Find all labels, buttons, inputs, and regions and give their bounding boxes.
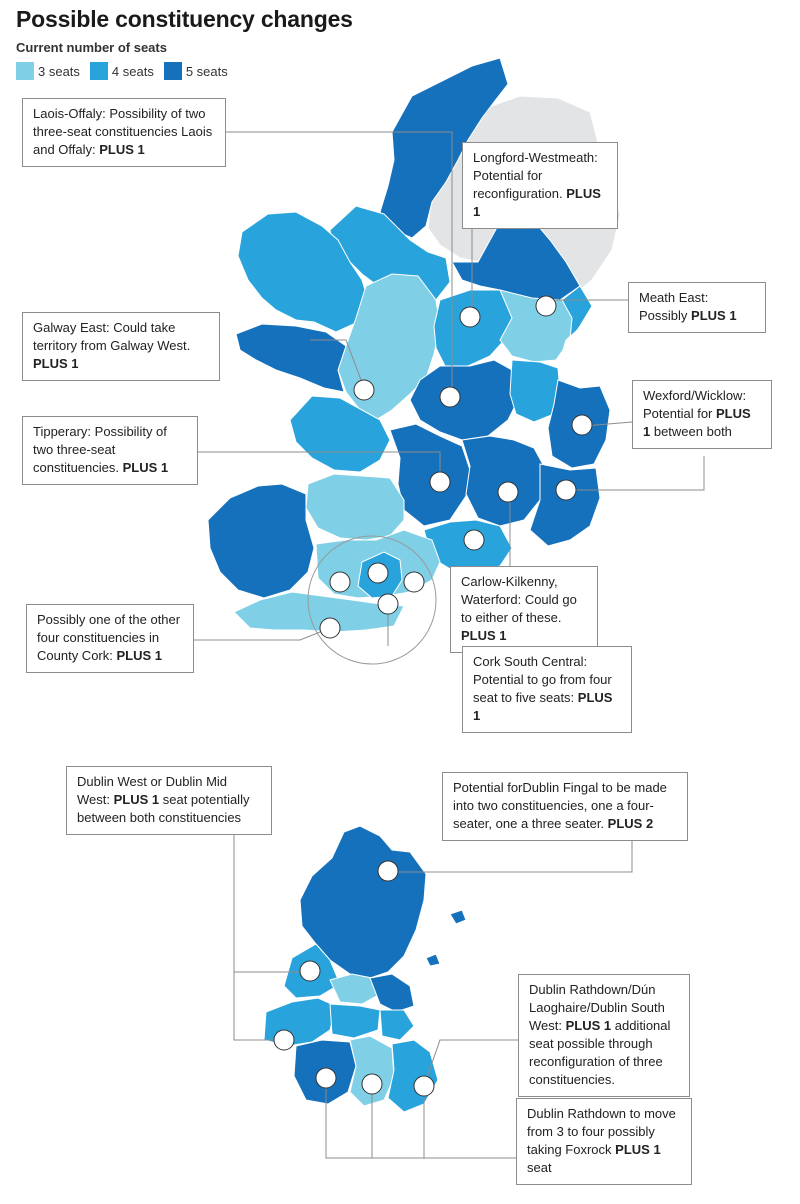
marker-longford-westmeath: [459, 306, 481, 328]
region-limerick: [305, 473, 405, 541]
region-dublin: [559, 325, 607, 387]
callout-wexford-wicklow: Wexford/Wicklow: Potential for PLUS 1 be…: [632, 380, 772, 449]
marker-wexford: [555, 479, 577, 501]
legend-item-5-seats: 5 seats: [163, 62, 228, 80]
marker-waterford: [463, 529, 485, 551]
callout-galway-east-bold: PLUS 1: [33, 356, 79, 371]
callout-dublin-rathdown-foxrock-text: Dublin Rathdown to move from 3 to four p…: [527, 1106, 676, 1157]
legend: 3 seats 4 seats 5 seats: [16, 62, 228, 80]
region-wexford: [529, 463, 601, 547]
region-dublin-bay-south: [379, 1009, 415, 1041]
callout-longford-westmeath: Longford-Westmeath: Potential for reconf…: [462, 142, 618, 229]
legend-label-4-seats: 4 seats: [111, 63, 154, 79]
callout-dublin-west-after: seat potentially between both constituen…: [77, 792, 250, 825]
markers-dublin: [273, 860, 435, 1097]
callout-cork-other: Possibly one of the other four constitue…: [26, 604, 194, 673]
region-tipperary: [389, 423, 471, 527]
marker-cork-south-central: [377, 593, 399, 615]
callout-dublin-west-bold: PLUS 1: [113, 792, 160, 807]
legend-item-3-seats: 3 seats: [16, 62, 80, 80]
callout-dublin-west: Dublin West or Dublin Mid West: PLUS 1 s…: [66, 766, 272, 835]
marker-cork-north-central: [367, 562, 389, 584]
region-kerry: [207, 483, 315, 599]
callout-cork-other-bold: PLUS 1: [116, 648, 162, 663]
marker-laois-offaly: [439, 386, 461, 408]
marker-tipperary: [429, 471, 451, 493]
callout-galway-east-text: Galway East: Could take territory from G…: [33, 320, 191, 353]
callout-dublin-fingal-bold: PLUS 2: [607, 816, 654, 831]
callout-laois-offaly-bold: PLUS 1: [99, 142, 145, 157]
callout-dublin-west-text: Dublin West or Dublin Mid West:: [77, 774, 228, 807]
leader-lines-dublin: [233, 828, 633, 1159]
region-cork-south: [233, 591, 405, 633]
callout-laois-offaly: Laois-Offaly: Possibility of two three-s…: [22, 98, 226, 167]
callout-cork-south-central-text: Cork South Central: Potential to go from…: [473, 654, 612, 705]
callout-longford-westmeath-text: Longford-Westmeath: Potential for reconf…: [473, 150, 598, 201]
callout-dublin-rathdown-dunlaoghaire-after: additional seat possible through reconfi…: [529, 1018, 671, 1087]
region-longford-westmeath: [433, 289, 517, 369]
region-dublin-bay-north: [369, 973, 415, 1013]
region-clare: [289, 395, 391, 473]
callout-dublin-rathdown-foxrock: Dublin Rathdown to move from 3 to four p…: [516, 1098, 692, 1185]
marker-dublin-south-west: [315, 1067, 337, 1089]
markers-upper: [319, 295, 593, 639]
callout-laois-offaly-text: Laois-Offaly: Possibility of two three-s…: [33, 106, 213, 157]
marker-meath-east: [535, 295, 557, 317]
region-carlow-kilkenny: [461, 435, 547, 527]
legend-label-5-seats: 5 seats: [185, 63, 228, 79]
callout-dublin-rathdown-dunlaoghaire-bold: PLUS 1: [565, 1018, 612, 1033]
callout-longford-westmeath-bold: PLUS 1: [473, 186, 601, 219]
marker-dublin-west: [299, 960, 321, 982]
region-dublin-south-central: [329, 1003, 381, 1039]
callout-wexford-wicklow-after: between both: [650, 424, 732, 439]
marker-dublin-fingal: [377, 860, 399, 882]
cork-zoom-circle: [307, 535, 437, 665]
marker-dublin-rathdown: [361, 1073, 383, 1095]
callout-meath-east-text: Meath East: Possibly: [639, 290, 709, 323]
page-title: Possible constituency changes: [16, 6, 353, 32]
callout-galway-east: Galway East: Could take territory from G…: [22, 312, 220, 381]
callout-dublin-fingal-text: Potential forDublin Fingal to be made in…: [453, 780, 667, 831]
legend-label-3-seats: 3 seats: [38, 63, 80, 79]
legend-swatch-5-seats: [163, 62, 182, 80]
region-dun-laoghaire: [387, 1039, 439, 1113]
callout-meath-east: Meath East: Possibly PLUS 1: [628, 282, 766, 333]
callout-tipperary: Tipperary: Possibility of two three-seat…: [22, 416, 198, 485]
callout-dublin-rathdown-foxrock-after: seat: [527, 1160, 552, 1175]
callout-wexford-wicklow-text: Wexford/Wicklow: Potential for: [643, 388, 747, 421]
marker-galway-east: [353, 379, 375, 401]
marker-cork-northwest: [329, 571, 351, 593]
callout-tipperary-text: Tipperary: Possibility of two three-seat…: [33, 424, 167, 475]
callout-dublin-fingal: Potential forDublin Fingal to be made in…: [442, 772, 688, 841]
marker-carlow-kilkenny: [497, 481, 519, 503]
legend-item-4-seats: 4 seats: [89, 62, 154, 80]
region-howth-islet: [425, 953, 441, 967]
callout-dublin-rathdown-foxrock-bold: PLUS 1: [615, 1142, 661, 1157]
callout-wexford-wicklow-bold: PLUS 1: [643, 406, 751, 439]
marker-dun-laoghaire: [413, 1075, 435, 1097]
region-laois-offaly: [409, 359, 521, 441]
marker-cork-east: [403, 571, 425, 593]
callout-cork-other-text: Possibly one of the other four constitue…: [37, 612, 181, 663]
region-donegal: [379, 57, 509, 239]
callout-carlow-kilkenny-text: Carlow-Kilkenny, Waterford: Could go to …: [461, 574, 577, 625]
marker-cork-southwest: [319, 617, 341, 639]
callout-carlow-kilkenny-bold: PLUS 1: [461, 628, 507, 643]
callout-dublin-rathdown-dunlaoghaire: Dublin Rathdown/Dún Laoghaire/Dublin Sou…: [518, 974, 690, 1097]
callout-carlow-kilkenny: Carlow-Kilkenny, Waterford: Could go to …: [450, 566, 598, 653]
legend-subtitle: Current number of seats: [16, 40, 167, 55]
region-lambay-island: [449, 909, 467, 925]
region-dublin-rathdown: [349, 1035, 395, 1107]
legend-swatch-4-seats: [89, 62, 108, 80]
callout-meath-east-bold: PLUS 1: [691, 308, 737, 323]
callout-cork-south-central-bold: PLUS 1: [473, 690, 613, 723]
marker-dublin-mid-west: [273, 1029, 295, 1051]
legend-swatch-3-seats: [16, 62, 34, 80]
callout-dublin-rathdown-dunlaoghaire-text: Dublin Rathdown/Dún Laoghaire/Dublin Sou…: [529, 982, 665, 1033]
callout-tipperary-bold: PLUS 1: [122, 460, 169, 475]
marker-wicklow: [571, 414, 593, 436]
region-galway-west: [235, 323, 347, 393]
callout-cork-south-central: Cork South Central: Potential to go from…: [462, 646, 632, 733]
